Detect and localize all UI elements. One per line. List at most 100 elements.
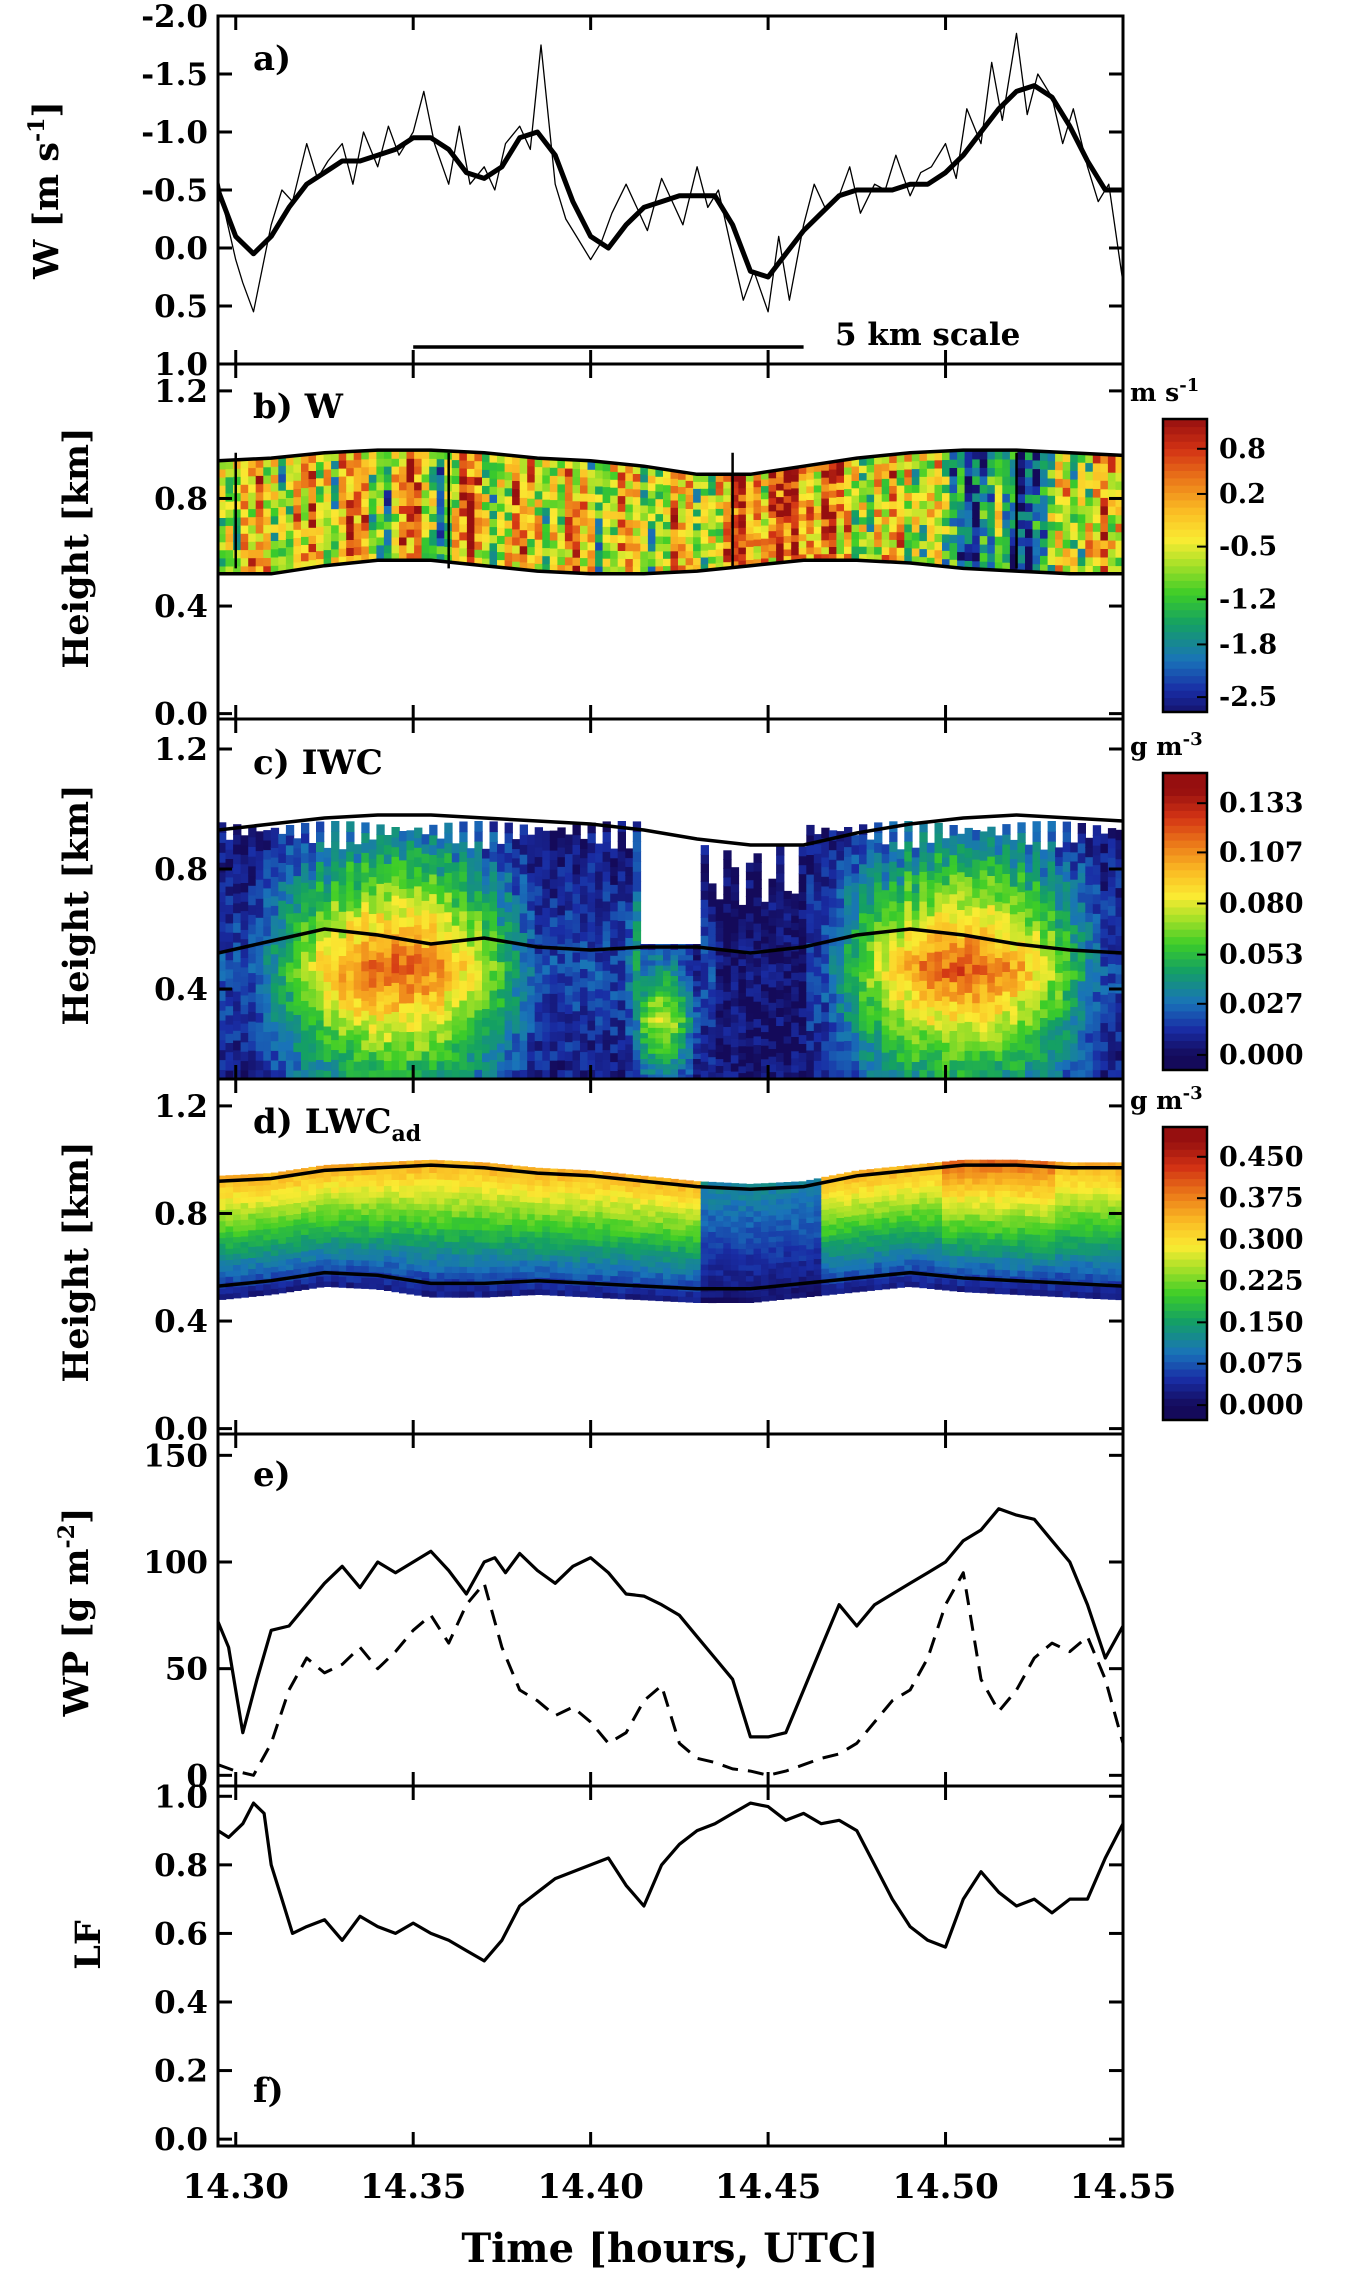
heat-cell <box>926 548 936 558</box>
heat-cell <box>693 557 702 565</box>
heat-cell <box>866 986 875 997</box>
heat-cell <box>240 900 249 912</box>
heat-cell <box>813 966 823 977</box>
heat-cell <box>466 990 476 1000</box>
heat-cell <box>1070 539 1079 549</box>
heat-cell <box>1092 864 1102 875</box>
heat-cell <box>791 993 800 1002</box>
heat-cell <box>904 476 913 486</box>
heat-cell <box>1062 821 1071 833</box>
heat-cell <box>233 1202 242 1210</box>
heat-cell <box>436 1023 445 1034</box>
heat-cell <box>233 565 242 575</box>
heat-cell <box>421 473 430 483</box>
heat-cell <box>285 1000 295 1012</box>
heat-cell <box>806 553 815 562</box>
heat-cell <box>994 501 1004 511</box>
heat-cell <box>723 507 732 516</box>
heat-cell <box>444 1000 453 1011</box>
heat-cell <box>504 852 513 863</box>
heat-cell <box>663 550 672 559</box>
heat-cell <box>663 1053 672 1059</box>
heat-cell <box>678 1001 687 1008</box>
heat-cell <box>361 822 370 834</box>
heat-cell <box>497 1042 506 1053</box>
heat-cell <box>436 1042 445 1052</box>
heat-cell <box>1062 1019 1071 1031</box>
heat-cell <box>293 463 302 473</box>
heat-cell <box>625 550 634 559</box>
heat-cell <box>248 1049 257 1061</box>
heat-cell <box>730 907 740 917</box>
heat-cell <box>399 859 408 870</box>
heat-cell <box>836 503 845 512</box>
heat-cell <box>301 519 310 529</box>
heat-cell <box>919 540 928 550</box>
heat-cell <box>353 1051 362 1062</box>
heat-cell <box>1002 961 1011 972</box>
heat-cell <box>783 1064 792 1073</box>
heat-cell <box>429 529 438 538</box>
heat-cell <box>1100 843 1109 854</box>
heat-cell <box>715 1065 724 1073</box>
heat-cell <box>1100 463 1109 473</box>
heat-cell <box>798 500 807 508</box>
heat-cell <box>301 471 310 480</box>
heat-cell <box>225 1069 234 1079</box>
heat-cell <box>451 934 461 944</box>
heat-cell <box>655 1042 664 1049</box>
heat-cell <box>218 1248 227 1255</box>
heat-cell <box>346 467 355 477</box>
heat-cell <box>859 509 868 518</box>
heat-cell <box>610 510 619 520</box>
heat-cell <box>791 514 800 522</box>
heat-cell <box>580 857 589 868</box>
heat-cell <box>414 528 423 538</box>
heat-cell <box>979 535 988 545</box>
heat-cell <box>866 913 875 924</box>
heat-cell <box>972 935 981 946</box>
heat-cell <box>889 841 898 852</box>
heat-cell <box>1055 847 1064 858</box>
heat-cell <box>889 940 898 951</box>
heat-cell <box>640 985 649 992</box>
heat-cell <box>1040 1043 1049 1054</box>
heat-cell <box>617 910 626 921</box>
heat-cell <box>828 973 838 985</box>
heat-cell <box>248 1001 257 1012</box>
heat-cell <box>497 1070 506 1079</box>
heat-cell <box>602 999 611 1011</box>
heat-cell <box>889 539 898 548</box>
heat-cell <box>1009 849 1019 860</box>
heat-cell <box>270 482 280 492</box>
heat-cell <box>783 1028 792 1037</box>
heat-cell <box>723 955 732 966</box>
heat-cell <box>806 844 815 855</box>
heat-cell <box>353 451 362 460</box>
heat-cell <box>240 844 249 855</box>
heat-cell <box>647 1006 657 1013</box>
heat-cell <box>836 460 845 469</box>
heat-cell <box>723 501 732 509</box>
panel-a: -2.0-1.5-1.0-0.50.00.51.0 a) W [m s-1] 5… <box>24 0 1125 383</box>
heat-cell <box>542 563 551 573</box>
heat-cell <box>255 917 264 928</box>
heat-cell <box>730 500 740 509</box>
heat-cell <box>783 542 792 550</box>
heat-cell <box>489 510 498 519</box>
heat-cell <box>1100 956 1109 967</box>
heat-cell <box>678 1063 687 1070</box>
heat-cell <box>527 1069 536 1079</box>
heat-cell <box>1085 939 1094 950</box>
heat-cell <box>911 892 921 902</box>
heat-cell <box>1025 1052 1034 1062</box>
heat-cell <box>821 497 830 506</box>
heat-cell <box>218 832 227 843</box>
heat-cell <box>474 1019 483 1031</box>
heat-cell <box>874 842 883 853</box>
heat-cell <box>1017 1039 1026 1051</box>
heat-cell <box>527 497 536 507</box>
heat-cell <box>316 477 325 487</box>
heat-cell <box>557 904 566 916</box>
heat-cell <box>972 1031 981 1042</box>
